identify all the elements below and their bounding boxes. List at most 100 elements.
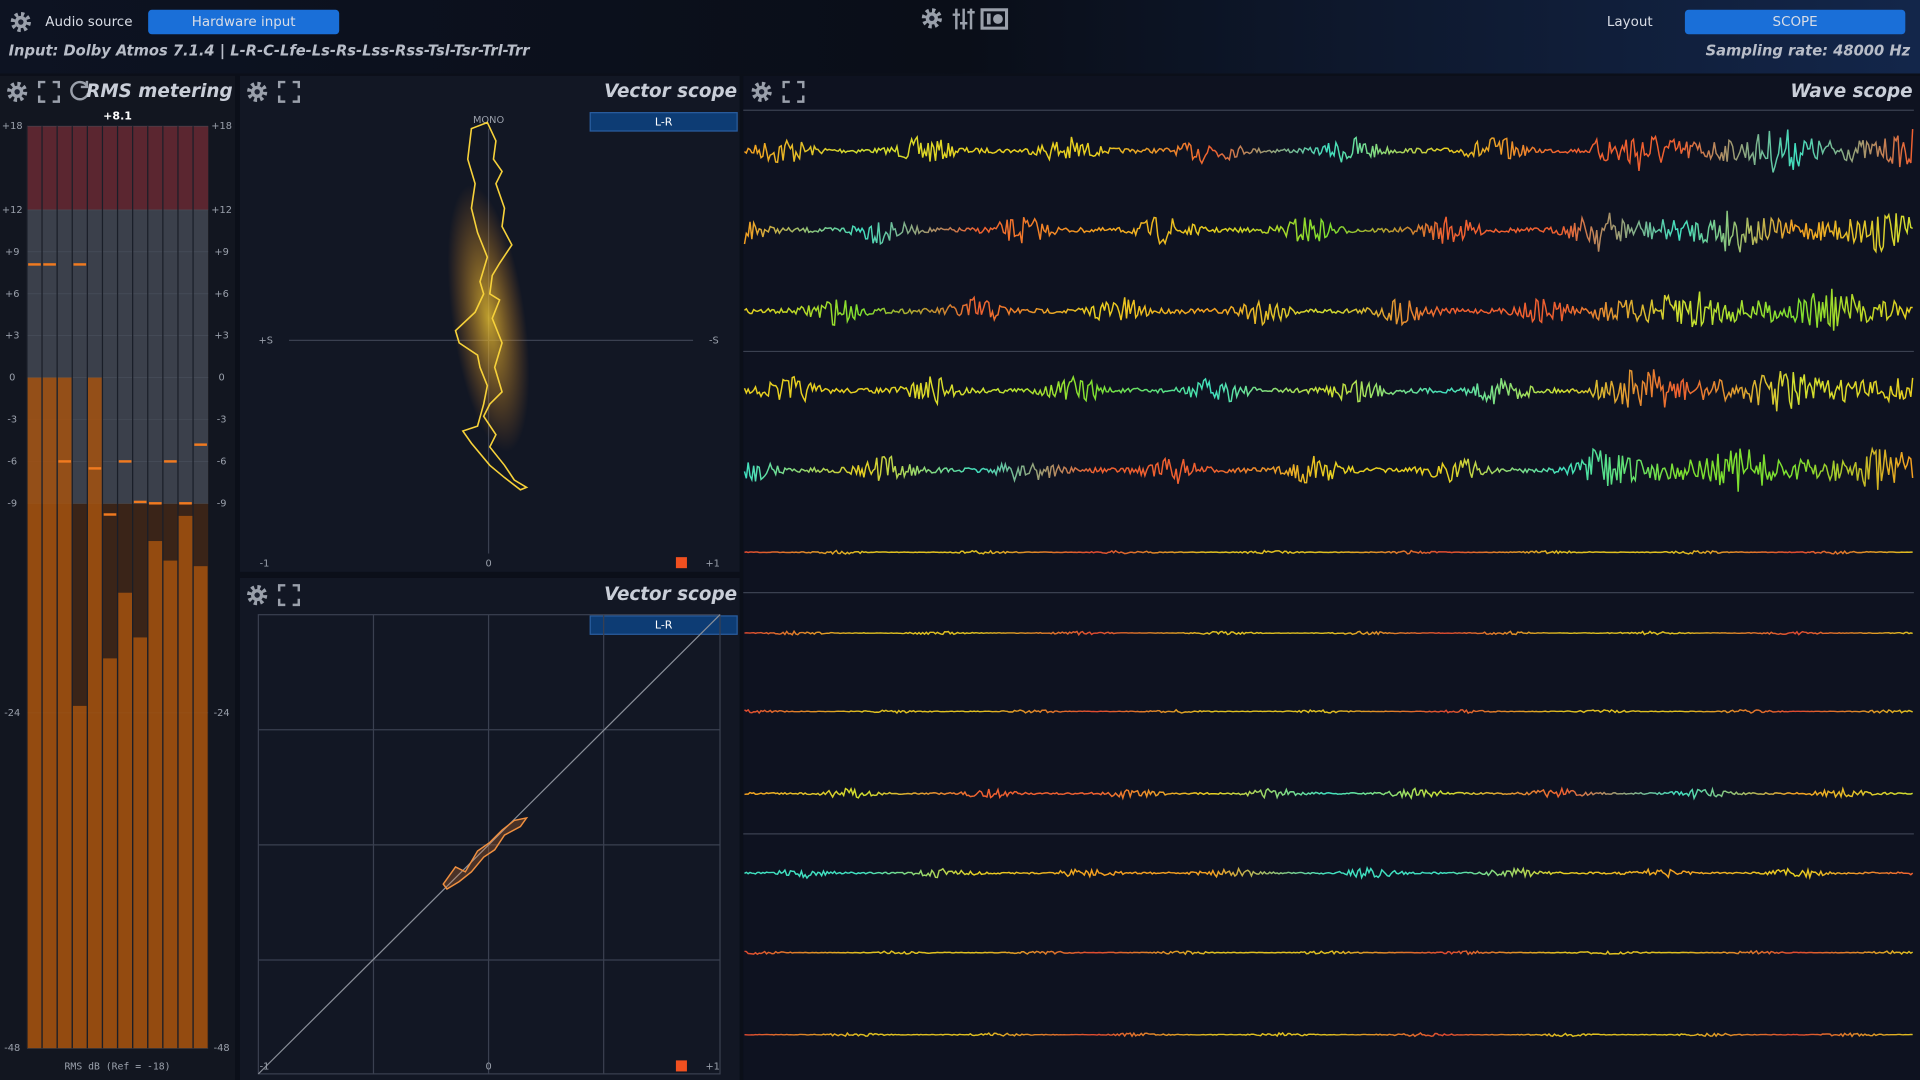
tick-label: -6 (217, 456, 227, 467)
meter-bar (27, 377, 42, 1049)
vector-scope-title: Vector scope (604, 81, 737, 102)
meter-bar (148, 541, 163, 1049)
tick-label: +6 (5, 289, 19, 300)
tick-label: +9 (5, 247, 19, 258)
meter-bar (133, 637, 148, 1049)
scale-label: 0 (485, 558, 491, 569)
tick-label: +6 (214, 289, 228, 300)
indicator (675, 1060, 687, 1072)
side-label: +S (259, 335, 273, 346)
peak-marker (179, 502, 192, 505)
waveform (744, 1031, 1913, 1038)
peak-marker (28, 263, 41, 266)
input-info: Input: Dolby Atmos 7.1.4 | L-R-C-Lfe-Ls-… (9, 42, 531, 59)
hardware-input-button[interactable] (148, 9, 340, 35)
meter-bar (72, 705, 87, 1049)
tick-label: -48 (4, 1043, 20, 1054)
peak-marker (88, 467, 102, 470)
waveform (744, 708, 1913, 715)
meter-bar (193, 566, 208, 1049)
mode-button[interactable] (589, 615, 738, 635)
tick-label: +12 (211, 205, 232, 216)
vector-scope-title: Vector scope (604, 584, 737, 605)
tick-label: +18 (211, 121, 232, 132)
meter-bar (103, 658, 117, 1049)
peak-marker (133, 500, 147, 504)
indicator (675, 557, 687, 569)
meter-bar (163, 560, 178, 1049)
tick-label: +12 (2, 205, 23, 216)
layout-button[interactable] (1684, 9, 1906, 35)
tick-label: +9 (214, 247, 228, 258)
mode-button[interactable] (589, 112, 738, 132)
reset-icon[interactable] (70, 80, 90, 101)
tick-label: +18 (2, 121, 23, 132)
hardware-input-text: Hardware input (192, 15, 296, 30)
wave-scope-title: Wave scope (1790, 81, 1912, 102)
io-icon[interactable] (980, 8, 1009, 30)
peak-marker (103, 513, 117, 516)
scope-glow (447, 184, 530, 452)
waveform (744, 129, 1914, 173)
meter: +18 +18 +12 +12 +9 +9 +6 +6 +3 +3 0 0 -3 -3 -6 -6 -9 -9 -2… (2, 121, 232, 1054)
peak-marker (194, 443, 207, 446)
layout-label: Layout (1607, 15, 1653, 30)
tick-label: -24 (214, 708, 230, 719)
mono-label: MONO (473, 115, 504, 126)
scale-label: +1 (705, 558, 719, 569)
peak-marker (148, 502, 162, 505)
scale-label: -1 (260, 1062, 270, 1073)
rms-footer: RMS dB (Ref = -18) (65, 1062, 171, 1073)
scope-grid (257, 614, 721, 1075)
waveform (744, 288, 1913, 331)
layout-button-text: SCOPE (1773, 15, 1818, 30)
audio-source-label: Audio source (45, 15, 132, 30)
peak-marker (164, 460, 177, 463)
tick-label: -3 (7, 414, 17, 425)
tick-label: -6 (7, 456, 17, 467)
waveform (744, 949, 1913, 956)
tick-label: -3 (217, 414, 227, 425)
scale-label: 0 (485, 1062, 491, 1073)
meter-bar (87, 377, 102, 1049)
meter-bar (178, 515, 193, 1049)
side-label: -S (709, 335, 719, 346)
sampling-rate: Sampling rate: 48000 Hz (1706, 42, 1911, 59)
meter-bar (57, 377, 72, 1049)
waveform (744, 786, 1913, 801)
tick-label: -48 (214, 1043, 230, 1054)
tick-label: -9 (217, 498, 227, 509)
peak-label: +8.1 (103, 109, 132, 122)
tick-label: -24 (4, 708, 20, 719)
wave-separators (743, 109, 1914, 835)
vector-scope-panel (240, 577, 740, 1080)
tick-label: 0 (219, 373, 225, 384)
lissajous-trace (442, 816, 529, 890)
waveform (744, 865, 1914, 880)
waveform (743, 446, 1914, 492)
peak-marker (43, 263, 56, 266)
tick-label: +3 (5, 331, 19, 342)
meter-bar (42, 377, 57, 1049)
tick-label: 0 (9, 373, 15, 384)
waveforms (743, 129, 1914, 1038)
meter-bar (118, 592, 133, 1049)
peak-marker (118, 460, 132, 463)
mode-button-text: L-R (655, 619, 673, 632)
lissajous-trace (454, 121, 529, 491)
waveform (744, 629, 1913, 637)
waveform (744, 549, 1913, 555)
tick-label: +3 (214, 331, 228, 342)
waveform (743, 210, 1913, 254)
mixer-icon[interactable] (952, 8, 975, 30)
scale-label: +1 (705, 1062, 719, 1073)
scale-label: -1 (260, 558, 270, 569)
peak-marker (58, 460, 72, 463)
rms-title: RMS metering (86, 81, 232, 102)
tick-label: -9 (7, 498, 17, 509)
peak-marker (73, 263, 87, 266)
waveform (743, 369, 1914, 412)
mode-button-text: L-R (655, 115, 673, 128)
